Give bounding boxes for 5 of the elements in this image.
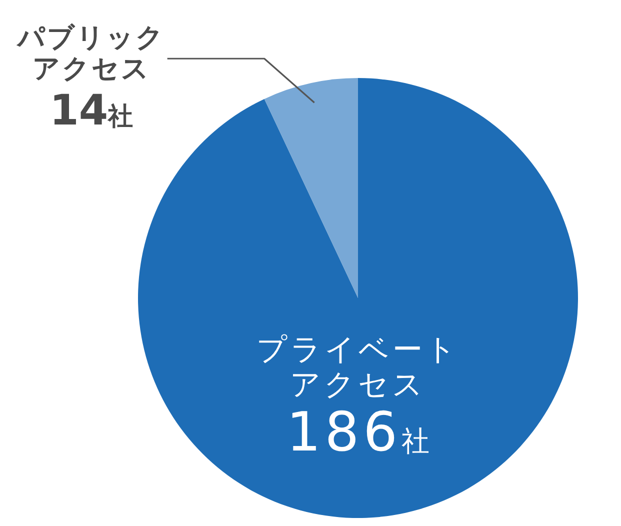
- pie-slice: [264, 78, 358, 298]
- slice-label: プライベートアクセス: [256, 332, 460, 403]
- data-label: 14社: [50, 86, 134, 135]
- slice-label: パブリックアクセス: [16, 22, 166, 85]
- pie-slice: [138, 78, 578, 518]
